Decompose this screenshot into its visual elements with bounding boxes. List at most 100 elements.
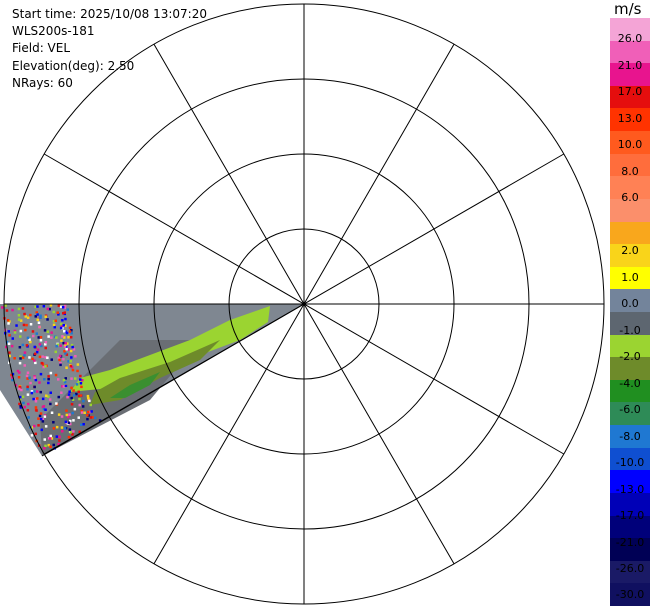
noise-pixel — [47, 395, 50, 398]
noise-pixel — [47, 443, 50, 447]
noise-pixel — [50, 411, 54, 414]
noise-pixel — [35, 332, 38, 335]
noise-pixel — [70, 343, 74, 347]
noise-pixel — [36, 348, 40, 351]
noise-pixel — [10, 373, 13, 377]
noise-pixel — [36, 305, 39, 308]
instrument-text: WLS200s-181 — [12, 24, 95, 39]
noise-pixel — [91, 416, 94, 419]
noise-pixel — [54, 373, 58, 377]
noise-pixel — [26, 371, 30, 374]
noise-pixel — [63, 304, 67, 308]
noise-pixel — [39, 336, 43, 339]
noise-pixel — [39, 316, 42, 319]
noise-pixel — [64, 343, 67, 346]
noise-pixel — [26, 409, 30, 412]
noise-pixel — [62, 378, 66, 382]
noise-pixel — [26, 336, 30, 340]
noise-pixel — [6, 319, 10, 322]
noise-pixel — [74, 355, 77, 358]
colorbar-segment — [610, 244, 650, 268]
noise-pixel — [36, 397, 39, 400]
noise-pixel — [79, 374, 82, 378]
noise-pixel — [37, 424, 40, 427]
noise-pixel — [70, 356, 73, 359]
noise-pixel — [49, 371, 53, 375]
noise-pixel — [30, 390, 34, 393]
noise-pixel — [17, 318, 21, 321]
noise-pixel — [65, 409, 68, 412]
noise-pixel — [67, 415, 70, 419]
noise-pixel — [69, 364, 73, 368]
noise-pixel — [43, 378, 46, 381]
colorbar-label: -17.0 — [615, 509, 645, 522]
colorbar-label: -1.0 — [619, 324, 641, 337]
noise-pixel — [34, 400, 38, 403]
noise-pixel — [44, 425, 48, 428]
colorbar-segment — [610, 312, 650, 336]
noise-pixel — [52, 323, 56, 327]
noise-pixel — [34, 305, 37, 309]
noise-pixel — [1, 306, 4, 309]
noise-pixel — [23, 364, 26, 367]
noise-pixel — [87, 396, 90, 400]
noise-pixel — [28, 356, 31, 359]
noise-pixel — [66, 308, 69, 311]
noise-pixel — [24, 328, 27, 332]
noise-pixel — [59, 326, 63, 330]
colorbar-segment — [610, 40, 650, 64]
noise-pixel — [73, 407, 77, 411]
noise-pixel — [42, 305, 46, 308]
noise-pixel — [17, 376, 21, 379]
noise-pixel — [69, 431, 72, 434]
noise-pixel — [75, 383, 79, 386]
noise-pixel — [62, 341, 65, 345]
colorbar-label: 17.0 — [617, 85, 643, 98]
noise-pixel — [86, 414, 89, 417]
noise-pixel — [19, 355, 22, 358]
noise-pixel — [18, 395, 22, 399]
azimuth-spokes — [4, 4, 604, 604]
noise-pixel — [63, 345, 67, 348]
noise-pixel — [11, 372, 15, 376]
noise-pixel — [81, 379, 84, 382]
noise-pixel — [21, 356, 25, 359]
noise-pixel — [78, 403, 81, 407]
noise-pixel — [37, 417, 40, 420]
noise-pixel — [63, 306, 66, 310]
noise-pixel — [33, 424, 36, 428]
sector-darkgreen-band — [110, 372, 160, 398]
noise-pixel — [35, 409, 38, 412]
noise-pixel — [8, 351, 11, 354]
noise-pixel — [82, 399, 85, 403]
colorbar-label: 10.0 — [617, 138, 643, 151]
noise-pixel — [57, 356, 60, 360]
noise-pixel — [49, 402, 52, 406]
noise-pixel — [25, 374, 29, 378]
colorbar-segment — [610, 583, 650, 607]
noise-pixel — [4, 304, 7, 307]
colorbar-unit: m/s — [614, 0, 642, 18]
noise-pixel — [64, 324, 67, 327]
noise-pixel — [67, 360, 70, 363]
noise-pixel — [26, 377, 29, 380]
noise-pixel — [65, 331, 69, 335]
colorbar-segment — [610, 85, 650, 109]
noise-pixel — [60, 339, 63, 342]
noise-pixel — [11, 308, 14, 312]
colorbar-segment — [610, 470, 650, 494]
noise-pixel — [36, 313, 39, 316]
noise-pixel — [63, 330, 66, 333]
noise-pixel — [82, 423, 85, 426]
noise-pixel — [35, 350, 39, 354]
noise-pixel — [34, 361, 37, 365]
noise-pixel — [44, 356, 47, 359]
noise-pixel — [52, 427, 56, 430]
noise-pixel — [64, 384, 68, 387]
noise-pixel — [58, 358, 61, 362]
noise-pixel — [5, 345, 8, 349]
noise-pixel — [41, 397, 45, 401]
colorbar-segment — [610, 447, 650, 471]
colorbar-label: 0.0 — [621, 297, 639, 310]
